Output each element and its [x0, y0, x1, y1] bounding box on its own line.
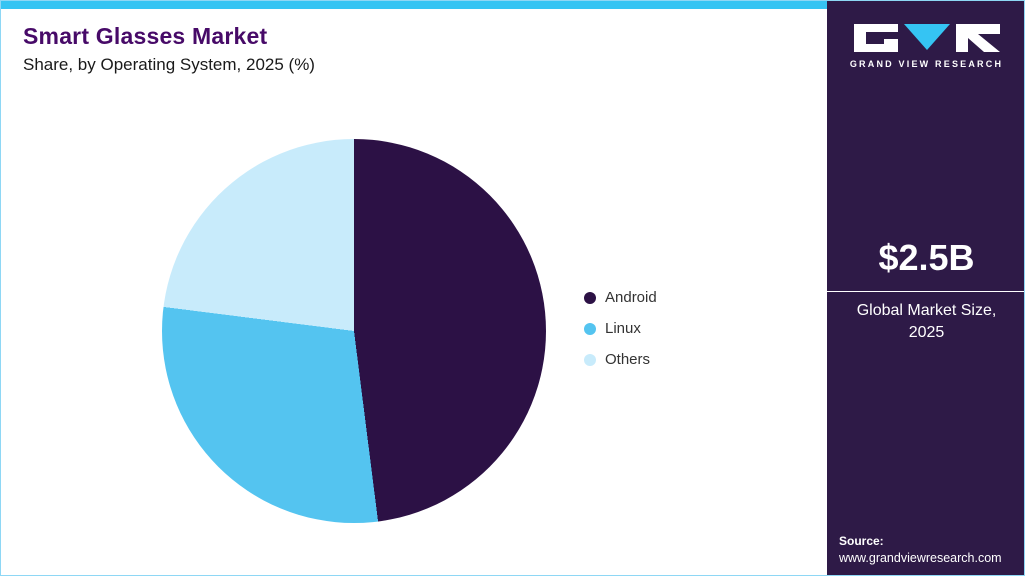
gvr-logo-text: GRAND VIEW RESEARCH	[849, 59, 1004, 69]
market-size-label-line2: 2025	[908, 323, 945, 341]
market-size-value: $2.5B	[878, 237, 975, 278]
legend-swatch	[584, 353, 596, 366]
legend-label: Others	[605, 351, 651, 368]
legend-label: Android	[605, 289, 657, 306]
gvr-logo-icon	[853, 24, 1000, 52]
source-url: www.grandviewresearch.com	[839, 551, 1002, 565]
source-label: Source:	[839, 534, 884, 548]
market-size-divider	[827, 291, 1024, 292]
market-size-label-line1: Global Market Size,	[856, 302, 997, 319]
gvr-logo: GRAND VIEW RESEARCH	[827, 23, 1024, 69]
legend-label: Linux	[605, 320, 641, 337]
legend-swatch	[584, 322, 596, 335]
chart-subtitle: Share, by Operating System, 2025 (%)	[23, 55, 315, 74]
legend-item: Others	[584, 351, 657, 368]
source-block: Source: www.grandviewresearch.com	[839, 534, 1002, 565]
top-accent-bar	[1, 1, 827, 9]
market-size-label: Global Market Size, 2025	[827, 300, 1024, 343]
chart-panel: Smart Glasses Market Share, by Operating…	[1, 1, 827, 575]
pie-chart	[162, 139, 546, 523]
chart-title: Smart Glasses Market	[23, 23, 268, 49]
legend-swatch	[584, 291, 596, 304]
legend: Android Linux Others	[584, 289, 657, 368]
legend-item: Android	[584, 289, 657, 306]
market-size-block: $2.5B Global Market Size, 2025	[827, 237, 1024, 343]
legend-item: Linux	[584, 320, 657, 337]
sidebar: GRAND VIEW RESEARCH $2.5B Global Market …	[827, 1, 1024, 575]
